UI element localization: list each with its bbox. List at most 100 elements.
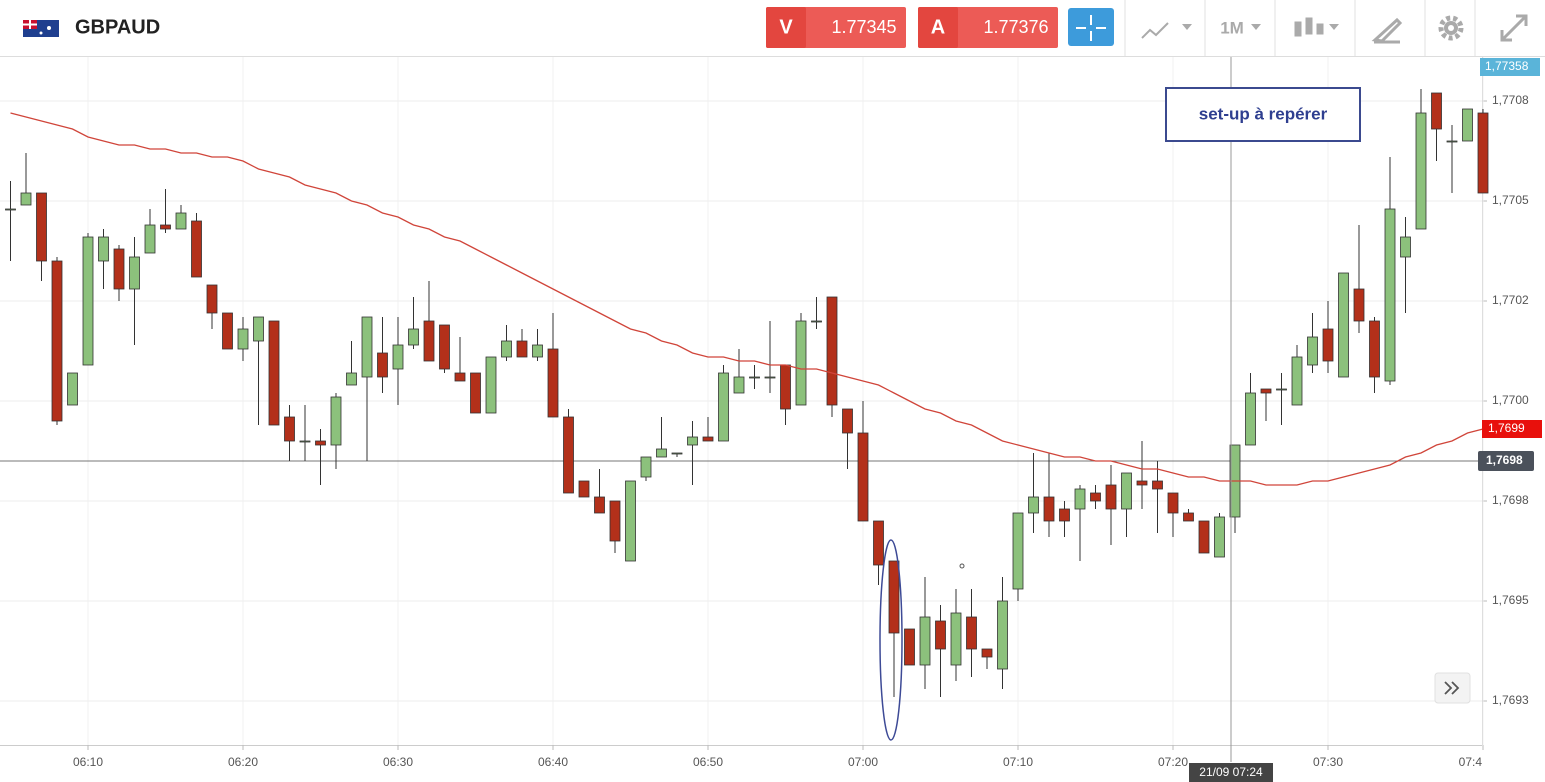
candle-body xyxy=(253,316,264,342)
candle-body xyxy=(625,480,636,562)
candle-body xyxy=(113,248,125,290)
separators xyxy=(1124,0,1476,56)
candle-body xyxy=(144,224,156,254)
sell-button[interactable]: V 1.77345 xyxy=(766,7,906,48)
indicator-button[interactable] xyxy=(1141,22,1192,39)
crosshair-label: 21/09 07:24 xyxy=(1199,765,1263,779)
candle-body xyxy=(1353,288,1365,322)
candle-body xyxy=(222,312,233,350)
candle-body xyxy=(1136,480,1148,486)
candle-body xyxy=(594,496,605,514)
expand-button[interactable] xyxy=(1500,14,1528,42)
sell-label: V xyxy=(779,16,793,38)
candle-body xyxy=(1400,236,1411,258)
y-tick-label: 1,7695 xyxy=(1492,593,1529,607)
candle-body xyxy=(516,340,528,358)
x-tick-label: 07:10 xyxy=(1003,755,1033,769)
candle-body xyxy=(609,500,621,542)
annotation-box xyxy=(1165,87,1361,142)
candle-body xyxy=(237,328,249,350)
candle-body xyxy=(1322,328,1334,362)
candle-body xyxy=(640,456,652,478)
candle-body xyxy=(919,616,931,666)
chart-type-button[interactable] xyxy=(1294,17,1339,37)
x-tick-label: 06:20 xyxy=(228,755,258,769)
candle-body xyxy=(687,436,698,446)
sell-price: 1.77345 xyxy=(831,17,896,37)
candle-body xyxy=(1369,320,1380,378)
candle-body xyxy=(315,440,326,446)
candle-body xyxy=(764,376,776,379)
symbol: GBPAUD xyxy=(75,16,160,38)
candle-body xyxy=(1121,472,1132,510)
candle-body xyxy=(981,648,993,658)
candle-body xyxy=(1291,356,1303,406)
candle-body xyxy=(702,436,714,442)
y-tick-label: 1,7700 xyxy=(1492,393,1529,407)
x-tick-label: 07:00 xyxy=(848,755,878,769)
y-tick-label: 1,7693 xyxy=(1492,693,1529,707)
settings-button[interactable] xyxy=(1438,15,1464,41)
flag-icon xyxy=(23,20,59,37)
candle-body xyxy=(268,320,280,426)
candle-body xyxy=(439,324,450,370)
candle-body xyxy=(1198,520,1210,554)
candle-body xyxy=(795,320,807,406)
x-tick-label: 06:40 xyxy=(538,755,568,769)
candle-body xyxy=(1028,496,1039,514)
candle-body xyxy=(563,416,574,494)
candle-body xyxy=(888,560,900,634)
candle-body xyxy=(826,296,838,406)
buy-button[interactable]: A 1.77376 xyxy=(918,7,1058,48)
candle-body xyxy=(966,616,977,650)
moving-average-line xyxy=(10,112,1484,486)
candle-body xyxy=(547,348,559,418)
candle-body xyxy=(1276,388,1287,391)
candle-body xyxy=(175,212,187,230)
candle-body xyxy=(656,448,667,458)
candle-body xyxy=(1214,516,1225,558)
candle-body xyxy=(950,612,962,666)
candle-body xyxy=(671,452,683,455)
x-tick-label: 07:30 xyxy=(1313,755,1343,769)
draw-button[interactable] xyxy=(1371,17,1403,44)
candle-body xyxy=(160,224,171,230)
candle-body xyxy=(408,328,419,346)
candle-body xyxy=(718,372,729,442)
candle-body xyxy=(485,356,497,414)
timeframe-button[interactable]: 1M xyxy=(1220,18,1261,37)
buy-price: 1.77376 xyxy=(983,17,1048,37)
candle-body xyxy=(1431,92,1442,130)
candle-body xyxy=(454,372,466,382)
candle-body xyxy=(470,372,481,414)
candle-body xyxy=(780,364,791,410)
x-tick-label: 07:20 xyxy=(1158,755,1188,769)
price-badge xyxy=(1478,451,1534,471)
x-tick-label: 06:30 xyxy=(383,755,413,769)
y-tick-label: 1,7702 xyxy=(1492,293,1529,307)
top-badge xyxy=(1480,58,1540,76)
candle-body xyxy=(361,316,373,378)
candle-body xyxy=(191,220,202,278)
x-tick-label: 06:50 xyxy=(693,755,723,769)
price-badge-label: 1,7698 xyxy=(1486,453,1523,467)
candle-body xyxy=(1012,512,1024,590)
x-tick-label: 06:10 xyxy=(73,755,103,769)
candle-body xyxy=(1384,208,1396,382)
candle-body xyxy=(284,416,295,442)
marker-dot xyxy=(959,563,965,569)
candle-body xyxy=(1090,492,1101,502)
candle-body xyxy=(749,376,760,379)
candle-body xyxy=(935,620,946,650)
candle-body xyxy=(1338,272,1349,378)
candle-body xyxy=(1307,336,1318,366)
candle-body xyxy=(377,352,388,378)
candle-body xyxy=(299,440,311,443)
x-tick-label: 07:4 xyxy=(1459,755,1483,769)
candle-body xyxy=(1074,488,1086,510)
crosshair-button[interactable] xyxy=(1068,8,1114,46)
candle-body xyxy=(1059,508,1070,522)
candle-body xyxy=(129,256,140,290)
scroll-button[interactable] xyxy=(1434,672,1471,704)
